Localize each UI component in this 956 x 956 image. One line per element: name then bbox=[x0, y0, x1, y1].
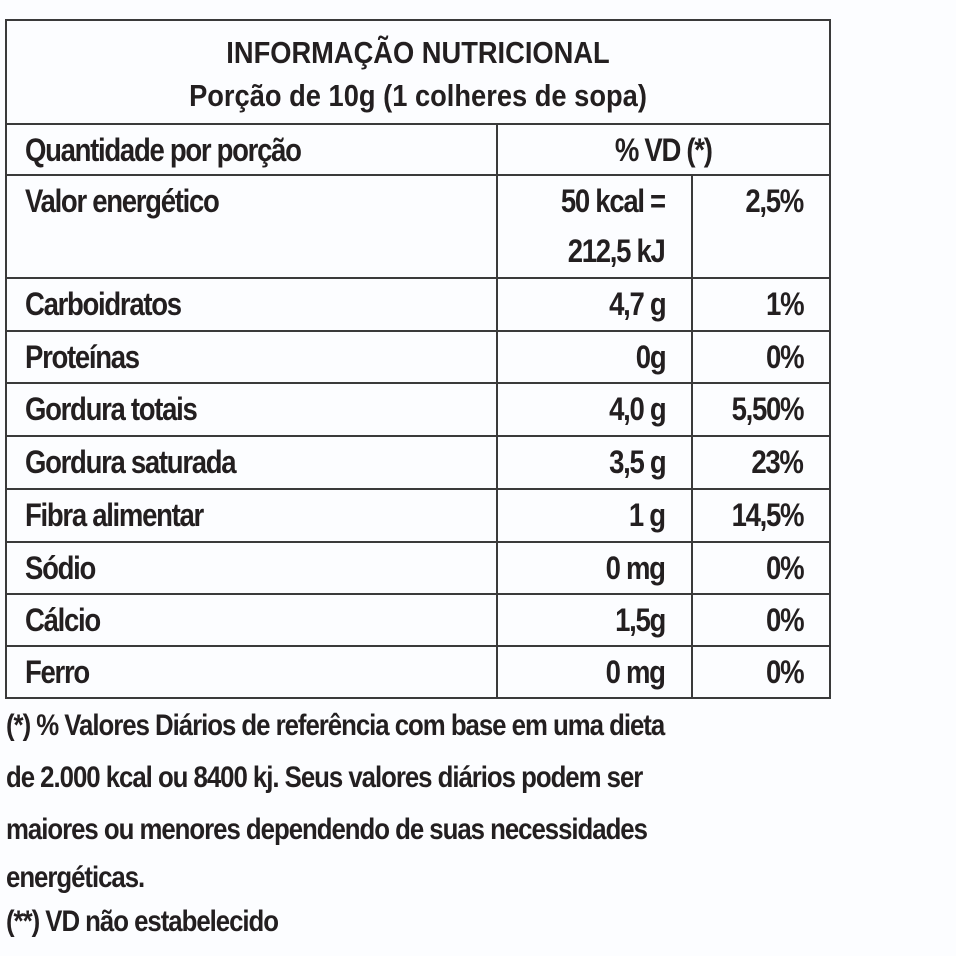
nutrient-value: 1,5g bbox=[615, 602, 666, 638]
nutrient-vd: 0% bbox=[765, 339, 804, 375]
nutrient-value: 4,7 g bbox=[608, 286, 667, 322]
portion: Porção de 10g (1 colheres de sopa) bbox=[189, 78, 647, 113]
nutrient-label: Fibra alimentar bbox=[25, 497, 204, 533]
energy-row: Valor energético 50 kcal = 212,5 kJ 2,5% bbox=[7, 176, 829, 279]
energy-vd: 2,5% bbox=[745, 183, 804, 219]
vd-header: % VD (*) bbox=[615, 132, 713, 168]
qty-header: Quantidade por porção bbox=[25, 132, 302, 168]
nutrient-vd: 14,5% bbox=[731, 497, 804, 533]
nutrient-value: 0 mg bbox=[605, 550, 666, 586]
footnote-line: maiores ou menores dependendo de suas ne… bbox=[6, 813, 648, 846]
nutrition-table: INFORMAÇÃO NUTRICIONAL Porção de 10g (1 … bbox=[5, 19, 831, 699]
nutrient-label: Gordura saturada bbox=[25, 444, 237, 480]
nutrient-vd: 23% bbox=[751, 444, 804, 480]
table-row: Gordura totais 4,0 g 5,50% bbox=[7, 384, 829, 437]
nutrient-vd: 0% bbox=[765, 654, 804, 690]
nutrient-label: Proteínas bbox=[25, 339, 140, 375]
nutrient-vd: 0% bbox=[765, 602, 804, 638]
footnote-line: (*) % Valores Diários de referência com … bbox=[6, 709, 665, 742]
title: INFORMAÇÃO NUTRICIONAL bbox=[226, 35, 610, 70]
footnote-line: de 2.000 kcal ou 8400 kj. Seus valores d… bbox=[6, 761, 643, 794]
nutrient-vd: 1% bbox=[765, 286, 804, 322]
nutrient-value: 3,5 g bbox=[608, 444, 667, 480]
table-row: Fibra alimentar 1 g 14,5% bbox=[7, 490, 829, 543]
table-row: Ferro 0 mg 0% bbox=[7, 647, 829, 697]
table-row: Proteínas 0g 0% bbox=[7, 332, 829, 384]
nutrient-value: 1 g bbox=[629, 497, 666, 533]
nutrient-value: 4,0 g bbox=[608, 391, 667, 427]
table-row: Gordura saturada 3,5 g 23% bbox=[7, 437, 829, 490]
nutrient-value: 0 mg bbox=[605, 654, 666, 690]
header-row: Quantidade por porção % VD (*) bbox=[7, 125, 829, 176]
energy-label: Valor energético bbox=[25, 183, 220, 219]
table-row: Carboidratos 4,7 g 1% bbox=[7, 279, 829, 332]
nutrient-label: Cálcio bbox=[25, 602, 101, 638]
nutrient-label: Sódio bbox=[25, 550, 96, 586]
table-title: INFORMAÇÃO NUTRICIONAL Porção de 10g (1 … bbox=[7, 21, 829, 125]
energy-value-1: 50 kcal = bbox=[561, 183, 666, 219]
footnote-nd: (**) VD não estabelecido bbox=[6, 905, 279, 938]
nutrient-label: Ferro bbox=[25, 654, 90, 690]
nutrient-vd: 0% bbox=[765, 550, 804, 586]
nutrient-value: 0g bbox=[635, 339, 666, 375]
table-row: Sódio 0 mg 0% bbox=[7, 543, 829, 595]
table-row: Cálcio 1,5g 0% bbox=[7, 595, 829, 647]
footnote: (*) % Valores Diários de referência com … bbox=[6, 700, 956, 944]
footnote-line: energéticas. bbox=[6, 861, 145, 894]
nutrient-label: Gordura totais bbox=[25, 391, 198, 427]
nutrient-label: Carboidratos bbox=[25, 286, 182, 322]
nutrient-vd: 5,50% bbox=[731, 391, 804, 427]
energy-value-2: 212,5 kJ bbox=[568, 233, 666, 269]
